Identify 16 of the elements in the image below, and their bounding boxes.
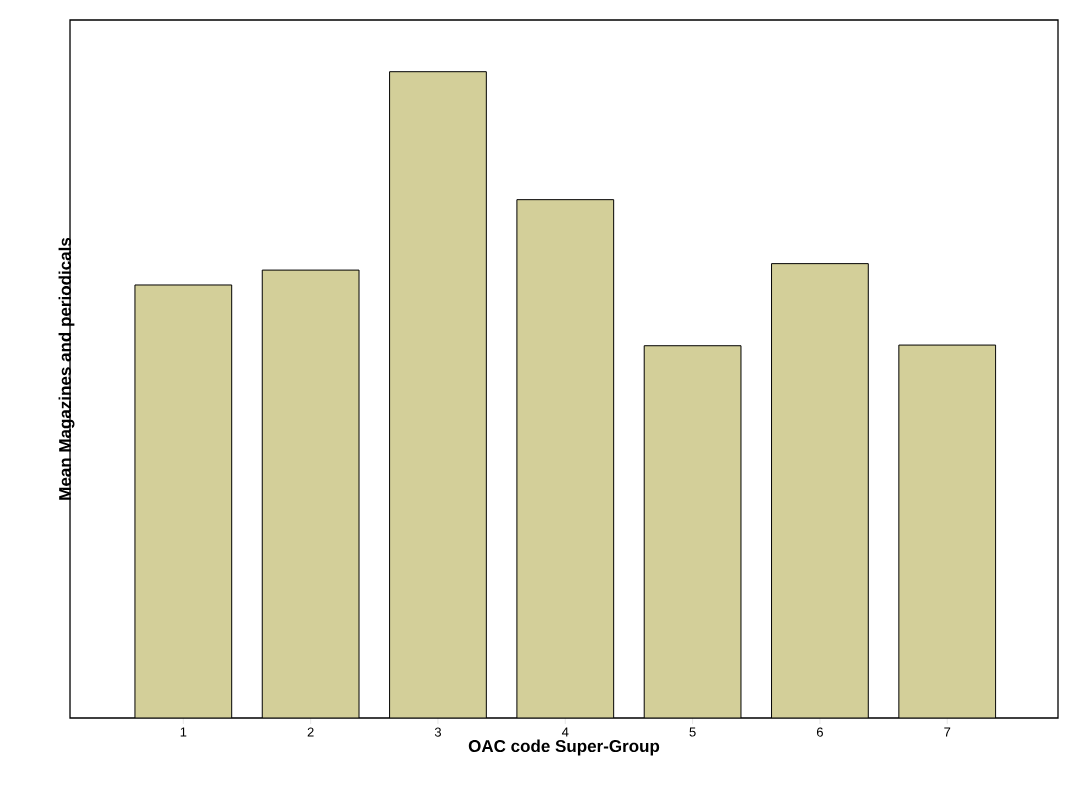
x-tick-label: 2 <box>307 727 314 737</box>
bar <box>262 270 360 718</box>
x-tick-label: 3 <box>434 727 442 737</box>
x-tick-label: 5 <box>689 727 696 737</box>
x-tick-label: 6 <box>816 727 823 737</box>
x-tick-label: 7 <box>944 727 951 737</box>
x-axis-title: OAC code Super-Group <box>468 739 660 756</box>
y-axis-title: Mean Magazines and periodicals <box>58 237 75 500</box>
bar <box>134 284 232 718</box>
bar <box>644 345 741 718</box>
bar <box>771 263 869 718</box>
x-tick-label: 4 <box>561 727 569 737</box>
bar <box>389 71 487 718</box>
bar <box>898 344 997 718</box>
bar <box>516 199 614 718</box>
x-tick-label: 1 <box>180 727 187 737</box>
